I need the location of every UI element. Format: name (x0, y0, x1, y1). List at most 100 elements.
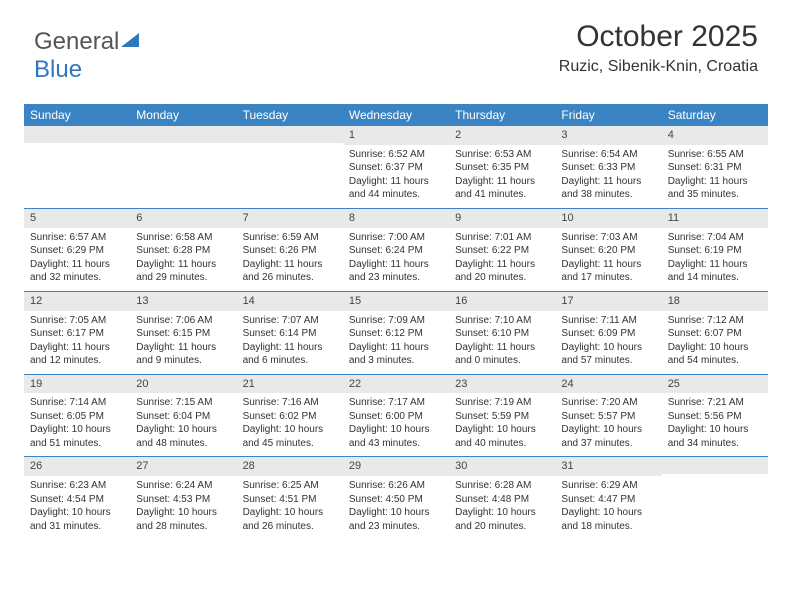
weekday-label: Tuesday (237, 104, 343, 126)
weekday-label: Sunday (24, 104, 130, 126)
day-cell: 14Sunrise: 7:07 AMSunset: 6:14 PMDayligh… (237, 292, 343, 374)
day-number: 8 (343, 209, 449, 228)
day-number: 13 (130, 292, 236, 311)
sunrise-line: Sunrise: 7:05 AM (30, 314, 124, 328)
day-number: 23 (449, 375, 555, 394)
sunrise-line: Sunrise: 7:03 AM (561, 231, 655, 245)
day-cell: 22Sunrise: 7:17 AMSunset: 6:00 PMDayligh… (343, 375, 449, 457)
day-cell: 17Sunrise: 7:11 AMSunset: 6:09 PMDayligh… (555, 292, 661, 374)
sunrise-line: Sunrise: 6:59 AM (243, 231, 337, 245)
sunset-line: Sunset: 4:47 PM (561, 493, 655, 507)
day-cell: 4Sunrise: 6:55 AMSunset: 6:31 PMDaylight… (662, 126, 768, 208)
sunrise-line: Sunrise: 6:54 AM (561, 148, 655, 162)
daylight-line: Daylight: 10 hours and 18 minutes. (561, 506, 655, 533)
day-body: Sunrise: 6:55 AMSunset: 6:31 PMDaylight:… (662, 145, 768, 208)
sunrise-line: Sunrise: 6:23 AM (30, 479, 124, 493)
sunrise-line: Sunrise: 7:01 AM (455, 231, 549, 245)
sunrise-line: Sunrise: 6:25 AM (243, 479, 337, 493)
daylight-line: Daylight: 11 hours and 26 minutes. (243, 258, 337, 285)
sunrise-line: Sunrise: 6:53 AM (455, 148, 549, 162)
weekday-label: Saturday (662, 104, 768, 126)
sunset-line: Sunset: 6:31 PM (668, 161, 762, 175)
day-body: Sunrise: 7:03 AMSunset: 6:20 PMDaylight:… (555, 228, 661, 291)
day-number: 26 (24, 457, 130, 476)
day-number: 7 (237, 209, 343, 228)
day-body: Sunrise: 7:11 AMSunset: 6:09 PMDaylight:… (555, 311, 661, 374)
day-body: Sunrise: 7:14 AMSunset: 6:05 PMDaylight:… (24, 393, 130, 456)
daylight-line: Daylight: 10 hours and 57 minutes. (561, 341, 655, 368)
day-number: 31 (555, 457, 661, 476)
day-body: Sunrise: 7:05 AMSunset: 6:17 PMDaylight:… (24, 311, 130, 374)
daylight-line: Daylight: 11 hours and 41 minutes. (455, 175, 549, 202)
day-body: Sunrise: 7:06 AMSunset: 6:15 PMDaylight:… (130, 311, 236, 374)
day-number (662, 457, 768, 474)
day-cell: 23Sunrise: 7:19 AMSunset: 5:59 PMDayligh… (449, 375, 555, 457)
weekday-header: SundayMondayTuesdayWednesdayThursdayFrid… (24, 104, 768, 126)
day-cell: 8Sunrise: 7:00 AMSunset: 6:24 PMDaylight… (343, 209, 449, 291)
week-row: 12Sunrise: 7:05 AMSunset: 6:17 PMDayligh… (24, 291, 768, 374)
day-number: 3 (555, 126, 661, 145)
sunrise-line: Sunrise: 7:15 AM (136, 396, 230, 410)
day-number: 12 (24, 292, 130, 311)
sunset-line: Sunset: 6:14 PM (243, 327, 337, 341)
day-cell: 29Sunrise: 6:26 AMSunset: 4:50 PMDayligh… (343, 457, 449, 539)
day-number: 21 (237, 375, 343, 394)
day-cell: 11Sunrise: 7:04 AMSunset: 6:19 PMDayligh… (662, 209, 768, 291)
day-number: 2 (449, 126, 555, 145)
daylight-line: Daylight: 10 hours and 26 minutes. (243, 506, 337, 533)
sunset-line: Sunset: 4:51 PM (243, 493, 337, 507)
day-cell: 1Sunrise: 6:52 AMSunset: 6:37 PMDaylight… (343, 126, 449, 208)
sunset-line: Sunset: 6:12 PM (349, 327, 443, 341)
month-title: October 2025 (559, 20, 758, 54)
weekday-label: Friday (555, 104, 661, 126)
day-number: 30 (449, 457, 555, 476)
daylight-line: Daylight: 10 hours and 48 minutes. (136, 423, 230, 450)
sunset-line: Sunset: 5:56 PM (668, 410, 762, 424)
day-body: Sunrise: 7:16 AMSunset: 6:02 PMDaylight:… (237, 393, 343, 456)
sunrise-line: Sunrise: 7:04 AM (668, 231, 762, 245)
day-body: Sunrise: 6:23 AMSunset: 4:54 PMDaylight:… (24, 476, 130, 539)
day-cell: 12Sunrise: 7:05 AMSunset: 6:17 PMDayligh… (24, 292, 130, 374)
day-number: 11 (662, 209, 768, 228)
sunset-line: Sunset: 6:15 PM (136, 327, 230, 341)
sunset-line: Sunset: 6:04 PM (136, 410, 230, 424)
week-row: 1Sunrise: 6:52 AMSunset: 6:37 PMDaylight… (24, 126, 768, 208)
sunrise-line: Sunrise: 6:29 AM (561, 479, 655, 493)
day-cell (130, 126, 236, 208)
day-cell: 10Sunrise: 7:03 AMSunset: 6:20 PMDayligh… (555, 209, 661, 291)
daylight-line: Daylight: 11 hours and 23 minutes. (349, 258, 443, 285)
day-cell: 3Sunrise: 6:54 AMSunset: 6:33 PMDaylight… (555, 126, 661, 208)
week-row: 19Sunrise: 7:14 AMSunset: 6:05 PMDayligh… (24, 374, 768, 457)
sunrise-line: Sunrise: 6:55 AM (668, 148, 762, 162)
weekday-label: Thursday (449, 104, 555, 126)
sunrise-line: Sunrise: 7:00 AM (349, 231, 443, 245)
day-number: 28 (237, 457, 343, 476)
sunrise-line: Sunrise: 7:20 AM (561, 396, 655, 410)
day-number: 24 (555, 375, 661, 394)
day-body: Sunrise: 6:25 AMSunset: 4:51 PMDaylight:… (237, 476, 343, 539)
day-number (130, 126, 236, 143)
sunrise-line: Sunrise: 7:10 AM (455, 314, 549, 328)
day-cell (24, 126, 130, 208)
day-number: 16 (449, 292, 555, 311)
day-body: Sunrise: 7:10 AMSunset: 6:10 PMDaylight:… (449, 311, 555, 374)
week-row: 26Sunrise: 6:23 AMSunset: 4:54 PMDayligh… (24, 456, 768, 539)
day-body: Sunrise: 7:20 AMSunset: 5:57 PMDaylight:… (555, 393, 661, 456)
sunrise-line: Sunrise: 7:06 AM (136, 314, 230, 328)
sunrise-line: Sunrise: 7:14 AM (30, 396, 124, 410)
sunrise-line: Sunrise: 7:17 AM (349, 396, 443, 410)
day-cell: 16Sunrise: 7:10 AMSunset: 6:10 PMDayligh… (449, 292, 555, 374)
day-number: 14 (237, 292, 343, 311)
day-body: Sunrise: 7:04 AMSunset: 6:19 PMDaylight:… (662, 228, 768, 291)
day-body: Sunrise: 7:01 AMSunset: 6:22 PMDaylight:… (449, 228, 555, 291)
sunset-line: Sunset: 6:29 PM (30, 244, 124, 258)
day-body: Sunrise: 6:29 AMSunset: 4:47 PMDaylight:… (555, 476, 661, 539)
day-number: 9 (449, 209, 555, 228)
weekday-label: Monday (130, 104, 236, 126)
day-body: Sunrise: 6:59 AMSunset: 6:26 PMDaylight:… (237, 228, 343, 291)
sunset-line: Sunset: 6:22 PM (455, 244, 549, 258)
day-body: Sunrise: 7:12 AMSunset: 6:07 PMDaylight:… (662, 311, 768, 374)
sunset-line: Sunset: 6:28 PM (136, 244, 230, 258)
daylight-line: Daylight: 10 hours and 34 minutes. (668, 423, 762, 450)
day-cell: 18Sunrise: 7:12 AMSunset: 6:07 PMDayligh… (662, 292, 768, 374)
